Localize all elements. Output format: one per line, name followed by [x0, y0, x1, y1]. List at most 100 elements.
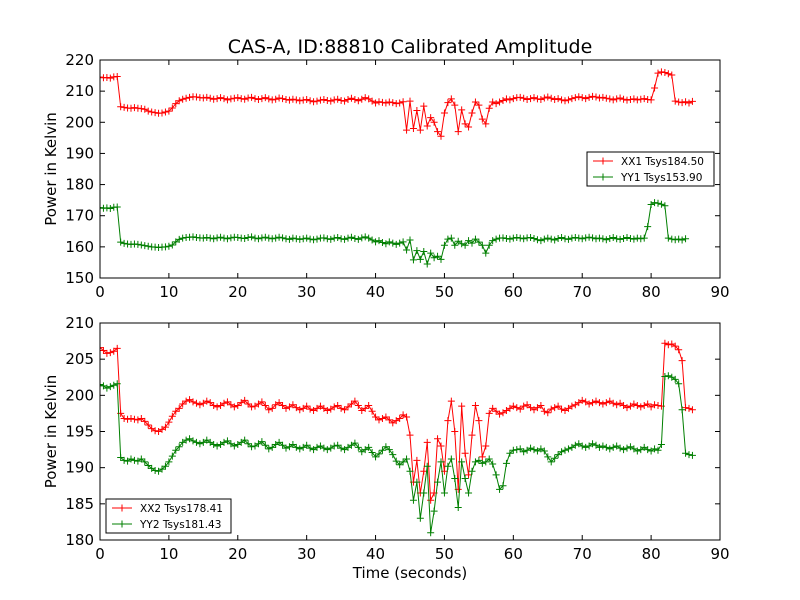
data-point	[341, 406, 349, 414]
data-point	[213, 442, 221, 450]
data-point	[558, 96, 566, 104]
data-point	[478, 115, 486, 123]
data-point	[509, 446, 517, 454]
data-point	[168, 104, 176, 112]
data-point	[120, 456, 128, 464]
data-point	[516, 234, 524, 242]
data-point	[537, 96, 545, 104]
data-point	[306, 444, 314, 452]
data-point	[110, 381, 118, 389]
data-point	[688, 406, 696, 414]
data-point	[568, 95, 576, 103]
legend: XX1 Tsys184.50 YY1 Tsys153.90	[586, 151, 715, 187]
y-tick-label: 190	[65, 459, 94, 477]
data-point	[334, 441, 342, 449]
data-point	[688, 451, 696, 459]
data-point	[203, 234, 211, 242]
data-point	[423, 462, 431, 470]
data-point	[113, 73, 121, 81]
data-point	[485, 241, 493, 249]
data-point	[323, 96, 331, 104]
data-point	[623, 404, 631, 412]
data-point	[489, 98, 497, 106]
data-point	[668, 235, 676, 243]
data-point	[575, 93, 583, 101]
x-tick-label: 60	[504, 283, 523, 301]
data-point	[540, 407, 548, 415]
data-point	[210, 235, 218, 243]
data-point	[427, 496, 435, 504]
x-tick-label: 70	[573, 283, 592, 301]
data-point	[306, 235, 314, 243]
data-point	[630, 95, 638, 103]
data-point	[306, 405, 314, 413]
data-point	[299, 235, 307, 243]
data-point	[582, 443, 590, 451]
y-tick-label: 150	[65, 269, 94, 287]
data-point	[100, 346, 107, 354]
data-point	[661, 339, 669, 347]
data-point	[310, 98, 318, 106]
data-point	[137, 241, 145, 249]
data-point	[637, 235, 645, 243]
legend-marker	[118, 520, 126, 528]
data-point	[640, 95, 648, 103]
data-point	[485, 409, 493, 417]
data-point	[127, 455, 135, 463]
data-point	[161, 462, 169, 470]
data-point	[168, 241, 176, 249]
data-point	[544, 453, 552, 461]
data-point	[372, 238, 380, 246]
data-point	[210, 401, 218, 409]
data-point	[244, 400, 252, 408]
data-point	[268, 235, 276, 243]
data-point	[413, 106, 421, 114]
data-point	[492, 471, 500, 479]
data-point	[623, 444, 631, 452]
data-point	[423, 438, 431, 446]
data-point	[258, 438, 266, 446]
data-point	[203, 397, 211, 405]
data-point	[554, 95, 562, 103]
data-point	[137, 455, 145, 463]
data-point	[661, 202, 669, 210]
data-point	[478, 241, 486, 249]
data-point	[223, 398, 231, 406]
data-point	[365, 401, 373, 409]
data-point	[506, 96, 514, 104]
data-point	[399, 238, 407, 246]
data-point	[117, 238, 125, 246]
data-point	[630, 235, 638, 243]
data-point	[316, 96, 324, 104]
data-point	[465, 471, 473, 479]
data-point	[100, 344, 104, 352]
data-point	[544, 234, 552, 242]
data-point	[499, 482, 507, 490]
data-point	[313, 97, 321, 105]
data-point	[496, 410, 504, 418]
data-point	[223, 235, 231, 243]
data-point	[265, 95, 273, 103]
data-point	[358, 95, 366, 103]
data-point	[516, 93, 524, 101]
data-point	[320, 444, 328, 452]
x-tick-label: 40	[366, 545, 385, 563]
data-point	[509, 402, 517, 410]
data-point	[533, 236, 541, 244]
data-point	[268, 443, 276, 451]
data-point	[527, 234, 535, 242]
data-point	[654, 69, 662, 77]
data-point	[465, 123, 473, 131]
x-tick-label: 60	[504, 545, 523, 563]
data-point	[279, 441, 287, 449]
data-point	[458, 106, 466, 114]
data-point	[640, 401, 648, 409]
data-point	[144, 107, 152, 115]
data-point	[664, 234, 672, 242]
y-tick-label: 200	[65, 386, 94, 404]
data-point	[351, 96, 359, 104]
y-tick-label: 180	[65, 531, 94, 549]
data-point	[520, 448, 528, 456]
data-point	[406, 467, 414, 475]
data-point	[199, 234, 207, 242]
